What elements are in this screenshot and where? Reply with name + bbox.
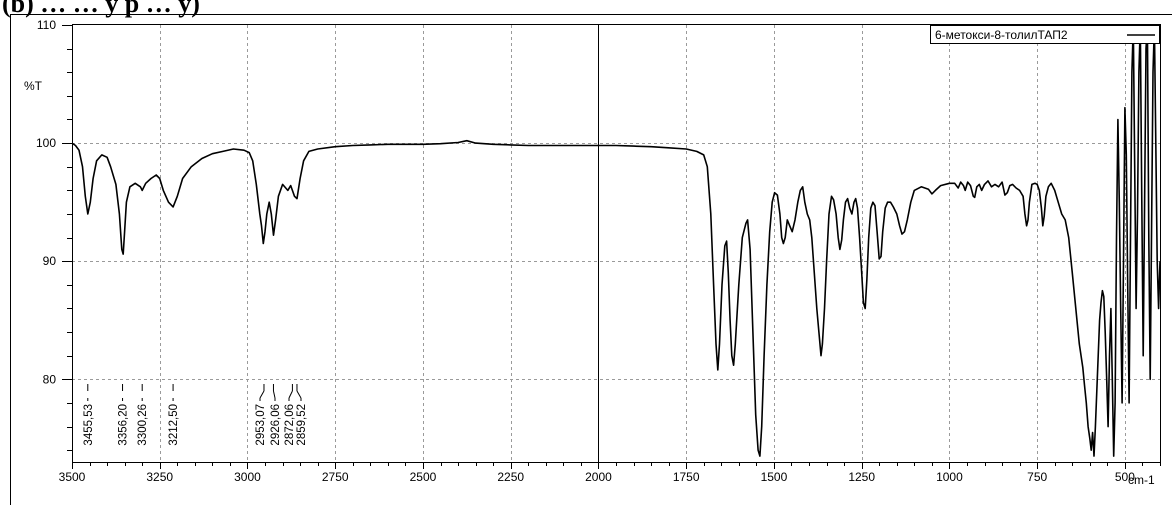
legend: 6-метокси-8-толилТАП2	[930, 25, 1160, 44]
y-tick-label: 90	[43, 254, 57, 268]
x-tick-label: 500	[1115, 470, 1135, 484]
y-tick-label: 100	[36, 136, 56, 150]
x-tick-label: 1750	[673, 470, 700, 484]
peak-leader-line	[288, 390, 293, 399]
peak-label: 3300,26	[137, 404, 149, 446]
x-tick-label: 2500	[410, 470, 437, 484]
spectrum-line	[71, 24, 1161, 457]
x-axis: 3500 3250 3000 2750 2500 2250 2000 1750 1500 1250…	[59, 462, 1161, 484]
peak-leader-line	[296, 390, 302, 399]
figure-caption: (b) … … y p … y)	[2, 0, 200, 18]
plot-area-border	[72, 24, 1161, 463]
peak-label: 2872,06	[284, 404, 296, 446]
x-tick-label: 3250	[146, 470, 173, 484]
x-tick-label: 2000	[585, 470, 612, 484]
peak-leader-line	[272, 390, 276, 399]
peak-label: 3455,53	[83, 404, 95, 446]
spectrum-series-line	[71, 24, 1161, 457]
peak-label: 2926,06	[270, 404, 282, 446]
x-axis-label: cm-1	[1128, 473, 1155, 487]
peak-labels: 3455,53 3356,20 3300,26 3212,50 2953,07 2926,…	[83, 384, 308, 446]
peak-leader-line	[259, 390, 265, 399]
peak-label: 3212,50	[168, 404, 180, 446]
x-tick-label: 1500	[761, 470, 788, 484]
y-axis-label: %T	[24, 79, 43, 93]
y-tick-label: 80	[43, 372, 57, 386]
x-tick-label: 1000	[936, 470, 963, 484]
grid-lines	[72, 25, 1160, 462]
peak-label: 2859,52	[296, 404, 308, 446]
legend-box	[930, 25, 1160, 44]
y-tick-label: 110	[37, 18, 56, 32]
x-tick-label: 2750	[322, 470, 349, 484]
x-tick-label: 3500	[59, 470, 86, 484]
x-tick-label: 3000	[234, 470, 261, 484]
x-tick-label: 750	[1027, 470, 1047, 484]
x-tick-label: 1250	[848, 470, 875, 484]
peak-label: 3356,20	[118, 404, 130, 446]
x-tick-label: 2250	[497, 470, 524, 484]
y-axis: 110 100 90 80	[36, 18, 72, 451]
peak-label: 2953,07	[255, 404, 267, 446]
legend-series-name: 6-метокси-8-толилТАП2	[935, 28, 1068, 42]
